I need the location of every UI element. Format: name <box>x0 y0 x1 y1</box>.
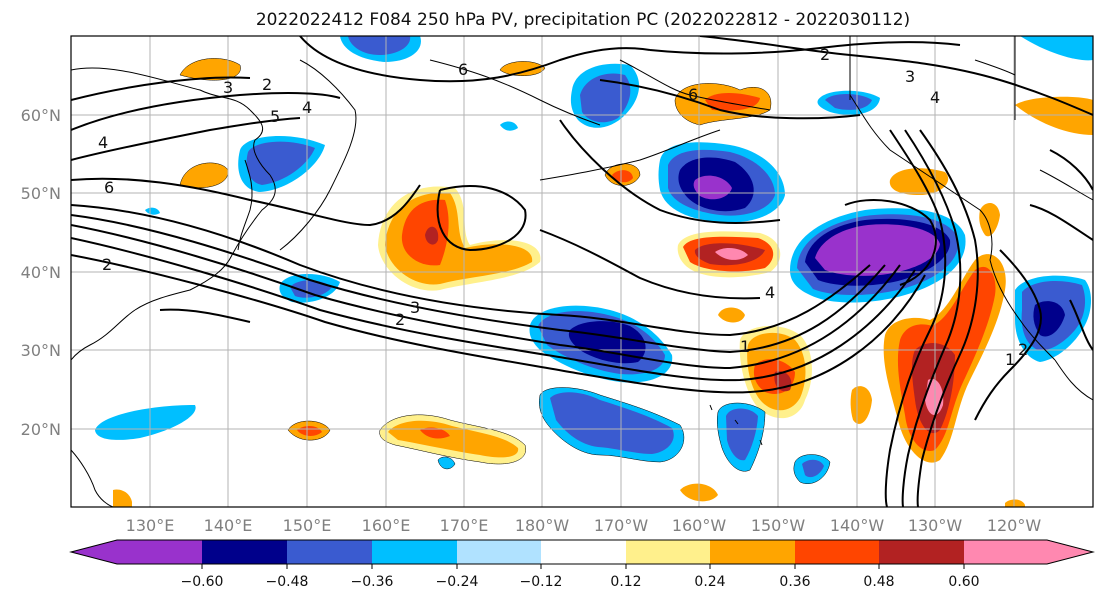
colorbar-bin <box>372 540 457 564</box>
north-pacific-positive <box>677 231 781 278</box>
lon-tick: 150°E <box>283 516 332 535</box>
lat-tick: 30°N <box>21 341 61 360</box>
lon-tick: 160°E <box>362 516 411 535</box>
colorbar-tick: 0.48 <box>863 574 894 590</box>
contour-label: 4 <box>302 98 312 117</box>
colorbar-bin <box>626 540 710 564</box>
lat-axis: 60°N 50°N 40°N 30°N 20°N <box>21 106 61 439</box>
contour-label: 6 <box>688 85 698 104</box>
map-panel: 2 3 4 5 6 2 4 6 1 2 3 4 2 6 3 4 1 2 <box>70 35 1094 508</box>
colorbar-tick: 0.60 <box>948 574 979 590</box>
colorbar-bin <box>710 540 795 564</box>
colorbar-bin <box>964 540 1047 564</box>
figure-title: 2022022412 F084 250 hPa PV, precipitatio… <box>256 10 910 30</box>
colorbar-tick: 0.12 <box>610 574 641 590</box>
colorbar-bin <box>202 540 287 564</box>
coastlines <box>71 36 1093 507</box>
lon-axis: 130°E 140°E 150°E 160°E 170°E 180°W 170°… <box>126 516 1042 535</box>
lon-tick: 160°W <box>672 516 727 535</box>
contour-label: 1 <box>1005 350 1015 369</box>
colorbar-bin <box>541 540 626 564</box>
colorbar-tick: −0.48 <box>266 574 309 590</box>
lon-tick: 140°W <box>830 516 885 535</box>
colorbar-bin <box>879 540 964 564</box>
contour-label: 4 <box>765 283 775 302</box>
contour-label: 2 <box>262 75 272 94</box>
positive-precip-anomaly <box>113 58 1093 507</box>
lon-tick: 130°W <box>908 516 963 535</box>
lon-tick: 120°W <box>987 516 1042 535</box>
contour-label: 2 <box>820 45 830 64</box>
contour-label: 4 <box>930 88 940 107</box>
colorbar-tick: −0.60 <box>181 574 224 590</box>
pv-contour-labels: 2 3 4 5 6 2 4 6 1 2 3 4 2 6 3 4 1 2 <box>98 45 1028 369</box>
colorbar-extend-high <box>1047 540 1093 564</box>
lat-tick: 20°N <box>21 420 61 439</box>
contour-label: 2 <box>395 310 405 329</box>
lat-tick: 50°N <box>21 184 61 203</box>
contour-label: 3 <box>905 67 915 86</box>
lon-tick: 180°W <box>515 516 570 535</box>
colorbar-bin <box>287 540 372 564</box>
lon-tick: 170°W <box>594 516 649 535</box>
colorbar-tick: 0.36 <box>779 574 810 590</box>
colorbar-tick: 0.24 <box>694 574 725 590</box>
contour-label: 5 <box>270 107 280 126</box>
precip-shading <box>95 36 1093 507</box>
colorbar-bin <box>795 540 879 564</box>
contour-label: 4 <box>98 133 108 152</box>
contour-label: 2 <box>1018 340 1028 359</box>
map-frame <box>70 35 1094 508</box>
gulf-of-alaska-negative <box>658 142 785 223</box>
contour-label: 3 <box>223 78 233 97</box>
negative-precip-anomaly <box>95 36 1093 484</box>
lon-tick: 170°E <box>440 516 489 535</box>
colorbar-outline <box>69 539 1095 565</box>
central-pacific-positive <box>378 186 541 291</box>
northeast-pacific-negative <box>790 208 966 303</box>
lat-tick: 40°N <box>21 263 61 282</box>
contour-label: 3 <box>410 298 420 317</box>
lon-tick: 140°E <box>204 516 253 535</box>
contour-label: 2 <box>102 255 112 274</box>
contour-label: 6 <box>458 60 468 79</box>
colorbar-tick: −0.24 <box>436 574 479 590</box>
contour-label: 6 <box>104 178 114 197</box>
colorbar-extend-low <box>71 540 117 564</box>
colorbar-bin <box>457 540 541 564</box>
pv-contours <box>71 36 1093 507</box>
lon-tick: 130°E <box>126 516 175 535</box>
lon-tick: 150°W <box>751 516 806 535</box>
contour-label: 1 <box>740 337 750 356</box>
lat-tick: 60°N <box>21 106 61 125</box>
colorbar-tick: −0.36 <box>351 574 394 590</box>
colorbar: −0.60 −0.48 −0.36 −0.24 −0.12 0.12 0.24 … <box>69 539 1095 590</box>
colorbar-bin <box>117 540 202 564</box>
colorbar-tick: −0.12 <box>520 574 563 590</box>
